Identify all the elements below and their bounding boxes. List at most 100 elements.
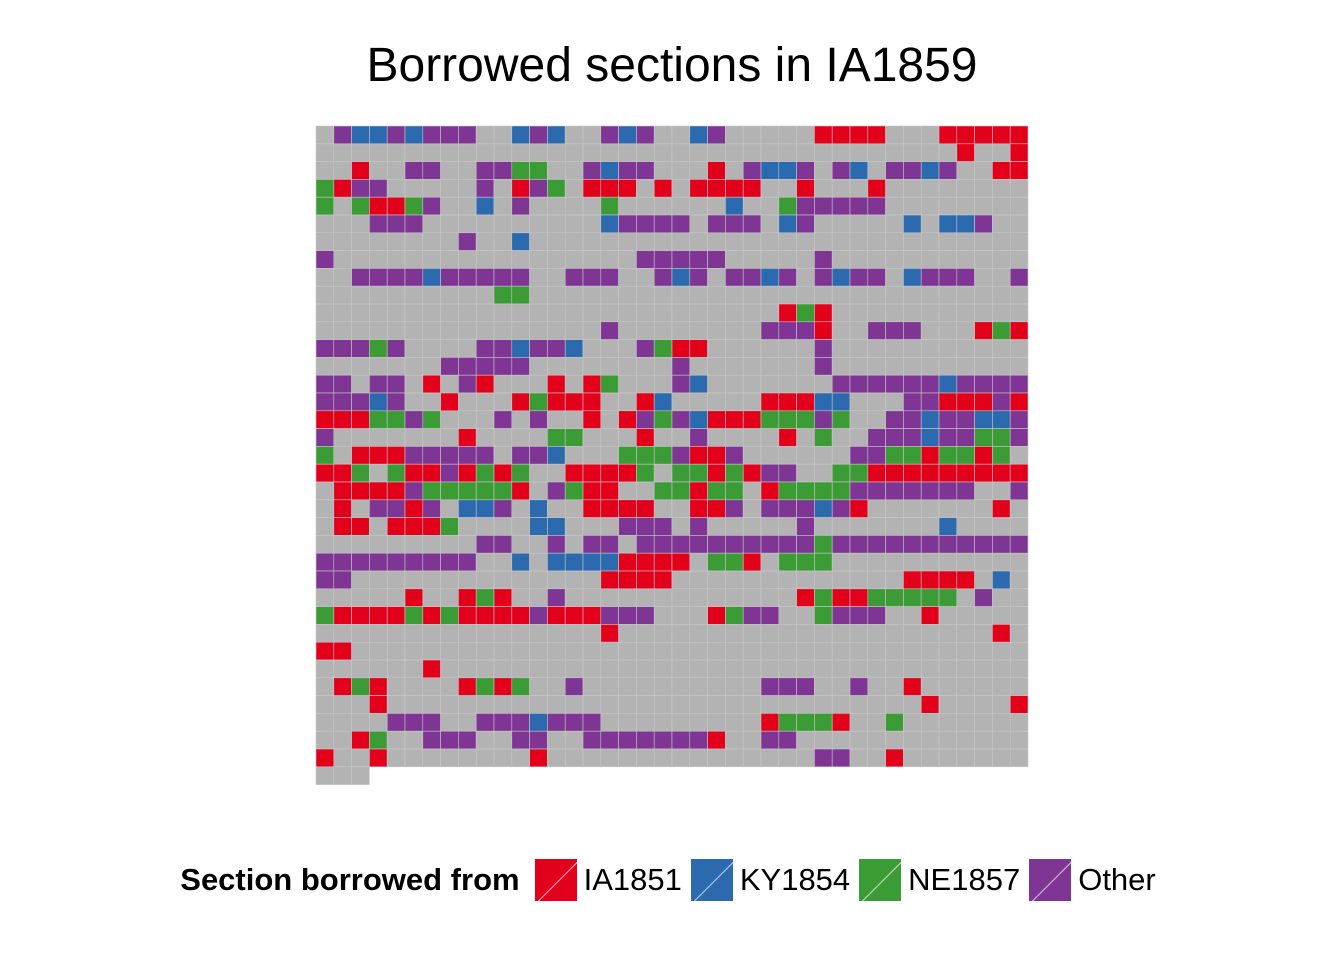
waffle-cell-other <box>369 214 388 234</box>
waffle-cell-ne1857 <box>422 410 441 429</box>
waffle-cell-other <box>618 606 637 625</box>
waffle-cell-none <box>885 196 904 216</box>
waffle-cell-none <box>564 588 584 607</box>
waffle-cell-none <box>564 641 584 661</box>
waffle-cell-none <box>974 285 993 305</box>
waffle-cell-other <box>778 730 797 750</box>
waffle-cell-other <box>369 552 388 572</box>
waffle-cell-ne1857 <box>369 410 388 429</box>
waffle-cell-none <box>458 250 477 269</box>
waffle-cell-none <box>671 677 691 696</box>
waffle-cell-none <box>653 125 673 145</box>
waffle-cell-none <box>707 570 726 590</box>
waffle-cell-none <box>920 624 940 643</box>
waffle-cell-none <box>956 624 975 643</box>
waffle-cell-ky1854 <box>814 392 833 412</box>
waffle-cell-other <box>369 268 388 287</box>
waffle-cell-ne1857 <box>760 410 780 429</box>
waffle-cell-none <box>725 659 744 679</box>
waffle-cell-none <box>582 357 602 376</box>
waffle-cell-none <box>938 196 958 216</box>
waffle-cell-none <box>760 250 780 269</box>
waffle-cell-none <box>582 570 602 590</box>
waffle-cell-none <box>760 695 780 714</box>
waffle-cell-none <box>831 659 851 679</box>
waffle-cell-none <box>867 357 886 376</box>
waffle-cell-none <box>814 659 833 679</box>
waffle-cell-none <box>315 588 335 607</box>
waffle-cell-none <box>742 588 762 607</box>
waffle-cell-none <box>529 641 548 661</box>
waffle-cell-none <box>992 250 1011 269</box>
waffle-cell-none <box>742 285 762 305</box>
waffle-cell-none <box>547 268 566 287</box>
waffle-cell-none <box>974 268 993 287</box>
waffle-cell-none <box>707 143 726 162</box>
waffle-cell-none <box>956 250 975 269</box>
waffle-cell-ia1851 <box>903 463 922 483</box>
waffle-cell-ia1851 <box>582 410 602 429</box>
waffle-cell-ne1857 <box>493 481 513 501</box>
waffle-cell-other <box>956 374 975 394</box>
waffle-cell-other <box>689 250 708 269</box>
waffle-cell-none <box>885 268 904 287</box>
waffle-cell-none <box>564 250 584 269</box>
waffle-cell-other <box>814 357 833 376</box>
waffle-cell-none <box>653 303 673 323</box>
waffle-cell-none <box>511 303 530 323</box>
waffle-cell-none <box>689 641 708 661</box>
waffle-cell-none <box>636 677 655 696</box>
waffle-cell-none <box>458 517 477 536</box>
waffle-cell-none <box>849 695 869 714</box>
waffle-cell-none <box>778 339 797 358</box>
waffle-cell-none <box>938 499 958 518</box>
waffle-cell-none <box>707 196 726 216</box>
waffle-cell-none <box>529 374 548 394</box>
waffle-cell-other <box>493 161 513 180</box>
waffle-cell-none <box>351 570 370 590</box>
waffle-cell-ne1857 <box>351 463 370 483</box>
waffle-cell-ky1854 <box>618 125 637 145</box>
waffle-cell-none <box>849 410 869 429</box>
waffle-cell-none <box>422 321 441 340</box>
waffle-cell-none <box>920 517 940 536</box>
waffle-cell-ne1857 <box>547 428 566 447</box>
waffle-cell-ne1857 <box>814 535 833 554</box>
waffle-cell-none <box>742 481 762 501</box>
waffle-cell-other <box>369 179 388 198</box>
waffle-cell-none <box>422 250 441 269</box>
legend-label-ia1851: IA1851 <box>583 862 682 897</box>
waffle-cell-ky1854 <box>547 552 566 572</box>
waffle-cell-other <box>956 410 975 429</box>
waffle-cell-other <box>564 268 584 287</box>
waffle-cell-other <box>707 125 726 145</box>
waffle-cell-none <box>1009 214 1029 234</box>
waffle-cell-none <box>475 624 495 643</box>
waffle-cell-none <box>315 232 335 251</box>
waffle-cell-other <box>831 748 851 768</box>
waffle-cell-ne1857 <box>778 713 797 732</box>
waffle-cell-other <box>333 339 352 358</box>
waffle-cell-none <box>618 535 637 554</box>
waffle-cell-other <box>529 179 548 198</box>
waffle-cell-other <box>511 713 530 732</box>
waffle-cell-ne1857 <box>831 463 851 483</box>
waffle-cell-ia1851 <box>707 606 726 625</box>
waffle-cell-none <box>351 214 370 234</box>
waffle-cell-other <box>369 499 388 518</box>
waffle-cell-ia1851 <box>315 410 335 429</box>
waffle-cell-none <box>849 570 869 590</box>
waffle-cell-ia1851 <box>582 499 602 518</box>
waffle-cell-ne1857 <box>636 446 655 465</box>
waffle-cell-none <box>742 677 762 696</box>
waffle-cell-none <box>636 285 655 305</box>
waffle-cell-none <box>831 552 851 572</box>
waffle-cell-ia1851 <box>814 125 833 145</box>
waffle-cell-none <box>885 624 904 643</box>
waffle-cell-none <box>404 748 424 768</box>
waffle-cell-other <box>1009 268 1029 287</box>
waffle-cell-none <box>671 392 691 412</box>
waffle-cell-none <box>938 677 958 696</box>
legend-key-ia1851 <box>533 858 578 902</box>
waffle-cell-ne1857 <box>885 713 904 732</box>
